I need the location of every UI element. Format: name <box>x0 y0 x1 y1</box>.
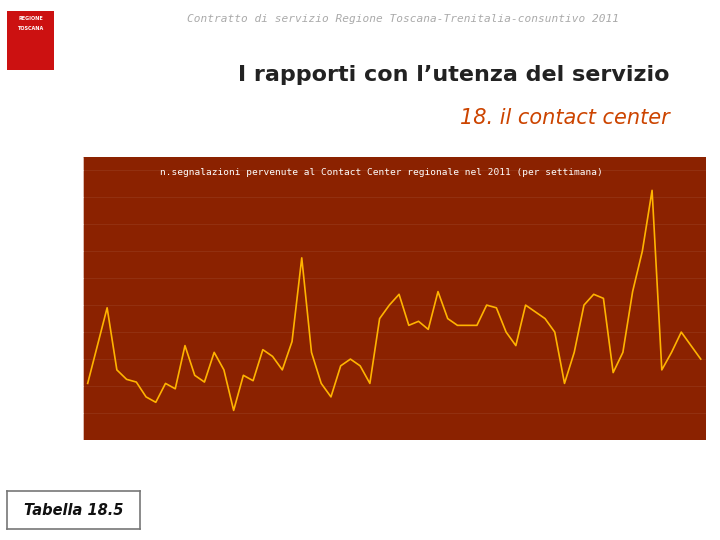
Text: Contratto di servizio Regione Toscana-Trenitalia-consuntivo 2011: Contratto di servizio Regione Toscana-Tr… <box>187 14 619 24</box>
Text: REGIONE: REGIONE <box>18 16 43 21</box>
Text: 18. il contact center: 18. il contact center <box>460 108 670 128</box>
Text: TOSCANA: TOSCANA <box>17 25 44 31</box>
Text: Tabella 18.5: Tabella 18.5 <box>24 503 124 518</box>
Text: I rapporti con l’utenza del servizio: I rapporti con l’utenza del servizio <box>238 65 670 85</box>
Text: n.segnalazioni pervenute al Contact Center regionale nel 2011 (per settimana): n.segnalazioni pervenute al Contact Cent… <box>161 168 603 177</box>
Y-axis label: N. segnalazioni: N. segnalazioni <box>47 254 57 342</box>
